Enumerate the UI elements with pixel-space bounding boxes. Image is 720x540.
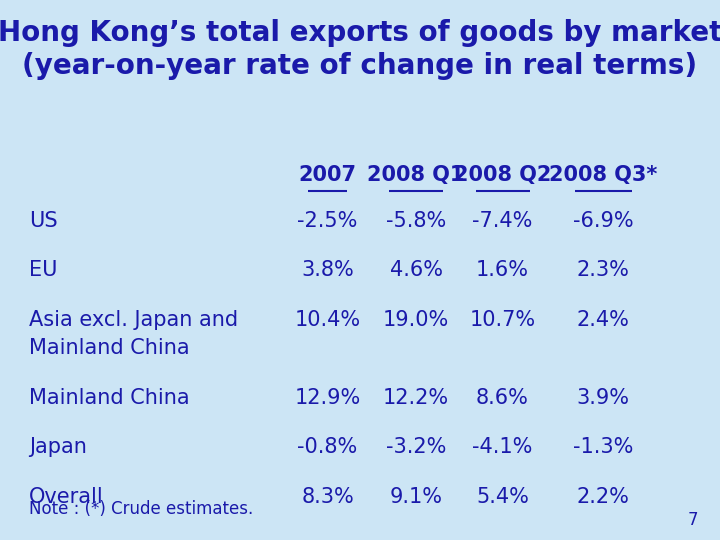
Text: 2008 Q2: 2008 Q2 <box>454 165 552 185</box>
Text: 9.1%: 9.1% <box>390 487 443 507</box>
Text: 8.6%: 8.6% <box>476 388 529 408</box>
Text: -4.1%: -4.1% <box>472 437 533 457</box>
Text: 10.7%: 10.7% <box>469 310 536 330</box>
Text: Mainland China: Mainland China <box>29 388 189 408</box>
Text: Note : (*) Crude estimates.: Note : (*) Crude estimates. <box>29 501 253 518</box>
Text: 8.3%: 8.3% <box>301 487 354 507</box>
Text: 19.0%: 19.0% <box>383 310 449 330</box>
Text: 2.3%: 2.3% <box>577 260 630 280</box>
Text: 2008 Q3*: 2008 Q3* <box>549 165 657 185</box>
Text: 2.2%: 2.2% <box>577 487 630 507</box>
Text: 2008 Q1: 2008 Q1 <box>367 165 465 185</box>
Text: -6.9%: -6.9% <box>573 211 634 231</box>
Text: -5.8%: -5.8% <box>386 211 446 231</box>
Text: Japan: Japan <box>29 437 86 457</box>
Text: 5.4%: 5.4% <box>476 487 529 507</box>
Text: 3.9%: 3.9% <box>577 388 630 408</box>
Text: -2.5%: -2.5% <box>297 211 358 231</box>
Text: 2.4%: 2.4% <box>577 310 630 330</box>
Text: -1.3%: -1.3% <box>573 437 634 457</box>
Text: 12.2%: 12.2% <box>383 388 449 408</box>
Text: 1.6%: 1.6% <box>476 260 529 280</box>
Text: -7.4%: -7.4% <box>472 211 533 231</box>
Text: 7: 7 <box>688 511 698 529</box>
Text: 4.6%: 4.6% <box>390 260 443 280</box>
Text: 2007: 2007 <box>299 165 356 185</box>
Text: Hong Kong’s total exports of goods by market
(year-on-year rate of change in rea: Hong Kong’s total exports of goods by ma… <box>0 19 720 80</box>
Text: 12.9%: 12.9% <box>294 388 361 408</box>
Text: Mainland China: Mainland China <box>29 338 189 358</box>
Text: 3.8%: 3.8% <box>301 260 354 280</box>
Text: -3.2%: -3.2% <box>386 437 446 457</box>
Text: EU: EU <box>29 260 58 280</box>
Text: Asia excl. Japan and: Asia excl. Japan and <box>29 310 238 330</box>
Text: US: US <box>29 211 58 231</box>
Text: -0.8%: -0.8% <box>297 437 358 457</box>
Text: 10.4%: 10.4% <box>294 310 361 330</box>
Text: Overall: Overall <box>29 487 104 507</box>
